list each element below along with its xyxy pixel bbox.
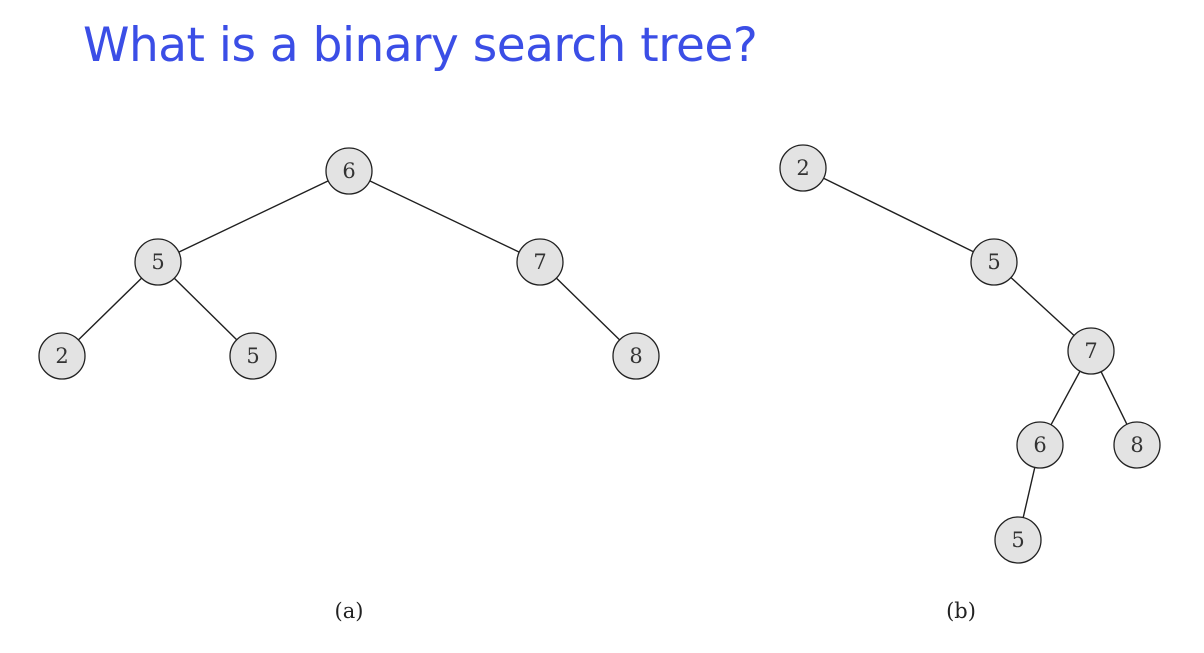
node-label: 5	[246, 344, 259, 368]
node-circle	[1016, 421, 1064, 469]
tree-b-edge-b7-b6	[1050, 370, 1081, 426]
tree-b-node: 6	[1016, 421, 1064, 469]
tree-b-edge-b2-b5	[823, 177, 974, 253]
node-circle	[970, 238, 1018, 286]
node-circle	[134, 238, 182, 286]
node-circle	[516, 238, 564, 286]
node-label: 6	[342, 159, 355, 183]
tree-b-node: 5	[970, 238, 1018, 286]
node-label: 8	[629, 344, 642, 368]
node-label: 6	[1033, 433, 1046, 457]
tree-b-node: 5	[994, 516, 1042, 564]
node-circle	[229, 332, 277, 380]
tree-b: 2 5 7 6 8 5	[779, 144, 1161, 564]
tree-b-edge-b5-b7	[1010, 276, 1075, 337]
tree-a-node: 5	[229, 332, 277, 380]
tree-b-edge-b7-b8	[1100, 371, 1128, 425]
node-label: 7	[1084, 339, 1097, 363]
tree-a-edge-a6-a7	[369, 180, 520, 253]
node-label: 5	[1011, 528, 1024, 552]
caption-a: (a)	[335, 599, 364, 623]
node-label: 8	[1130, 433, 1143, 457]
tree-b-node: 8	[1113, 421, 1161, 469]
tree-b-node: 7	[1067, 327, 1115, 375]
tree-a-node: 5	[134, 238, 182, 286]
tree-a-edge-a5-a5b	[173, 277, 238, 341]
tree-b-node: 2	[779, 144, 827, 192]
node-circle	[779, 144, 827, 192]
node-circle	[994, 516, 1042, 564]
tree-a-node: 8	[612, 332, 660, 380]
node-label: 5	[987, 250, 1000, 274]
tree-a-node: 7	[516, 238, 564, 286]
slide-title: What is a binary search tree?	[83, 18, 758, 73]
tree-a-node: 2	[38, 332, 86, 380]
tree-a-edge-a5-a2	[77, 277, 143, 341]
tree-a-edge-a6-a5	[178, 180, 329, 253]
node-label: 2	[55, 344, 68, 368]
node-label: 2	[796, 156, 809, 180]
tree-a-edge-a7-a8	[555, 277, 621, 341]
node-circle	[1113, 421, 1161, 469]
node-label: 5	[151, 250, 164, 274]
node-circle	[38, 332, 86, 380]
tree-a-node: 6	[325, 147, 373, 195]
node-label: 7	[533, 250, 546, 274]
node-circle	[325, 147, 373, 195]
node-circle	[612, 332, 660, 380]
tree-a: 6 5 7 2 5 8	[38, 147, 660, 380]
tree-b-edge-b6-b5b	[1022, 467, 1036, 518]
caption-b: (b)	[946, 599, 976, 623]
node-circle	[1067, 327, 1115, 375]
